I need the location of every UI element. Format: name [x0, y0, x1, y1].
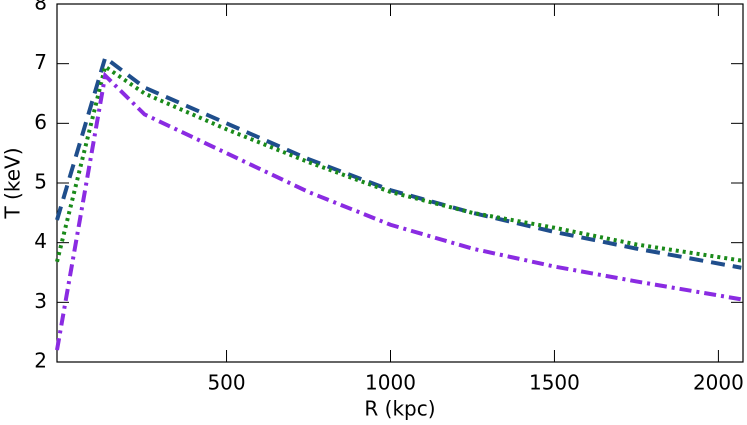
x-tick-label: 1500 — [529, 371, 580, 395]
y-tick-label: 6 — [34, 110, 47, 134]
x-tick-label: 1000 — [365, 371, 416, 395]
x-tick-label: 500 — [207, 371, 245, 395]
y-tick-label: 7 — [34, 50, 47, 74]
y-tick-label: 3 — [34, 289, 47, 313]
x-axis-title: R (kpc) — [364, 397, 435, 421]
y-tick-label: 2 — [34, 349, 47, 373]
y-tick-label: 4 — [34, 229, 47, 253]
series-line — [55, 63, 742, 263]
y-axis-title: T (keV) — [1, 147, 25, 219]
series-line — [55, 71, 742, 351]
y-tick-label: 5 — [34, 170, 47, 194]
y-tick-label: 8 — [34, 0, 47, 15]
series-line — [55, 54, 742, 270]
x-tick-label: 2000 — [693, 371, 744, 395]
plot-frame — [56, 3, 744, 363]
